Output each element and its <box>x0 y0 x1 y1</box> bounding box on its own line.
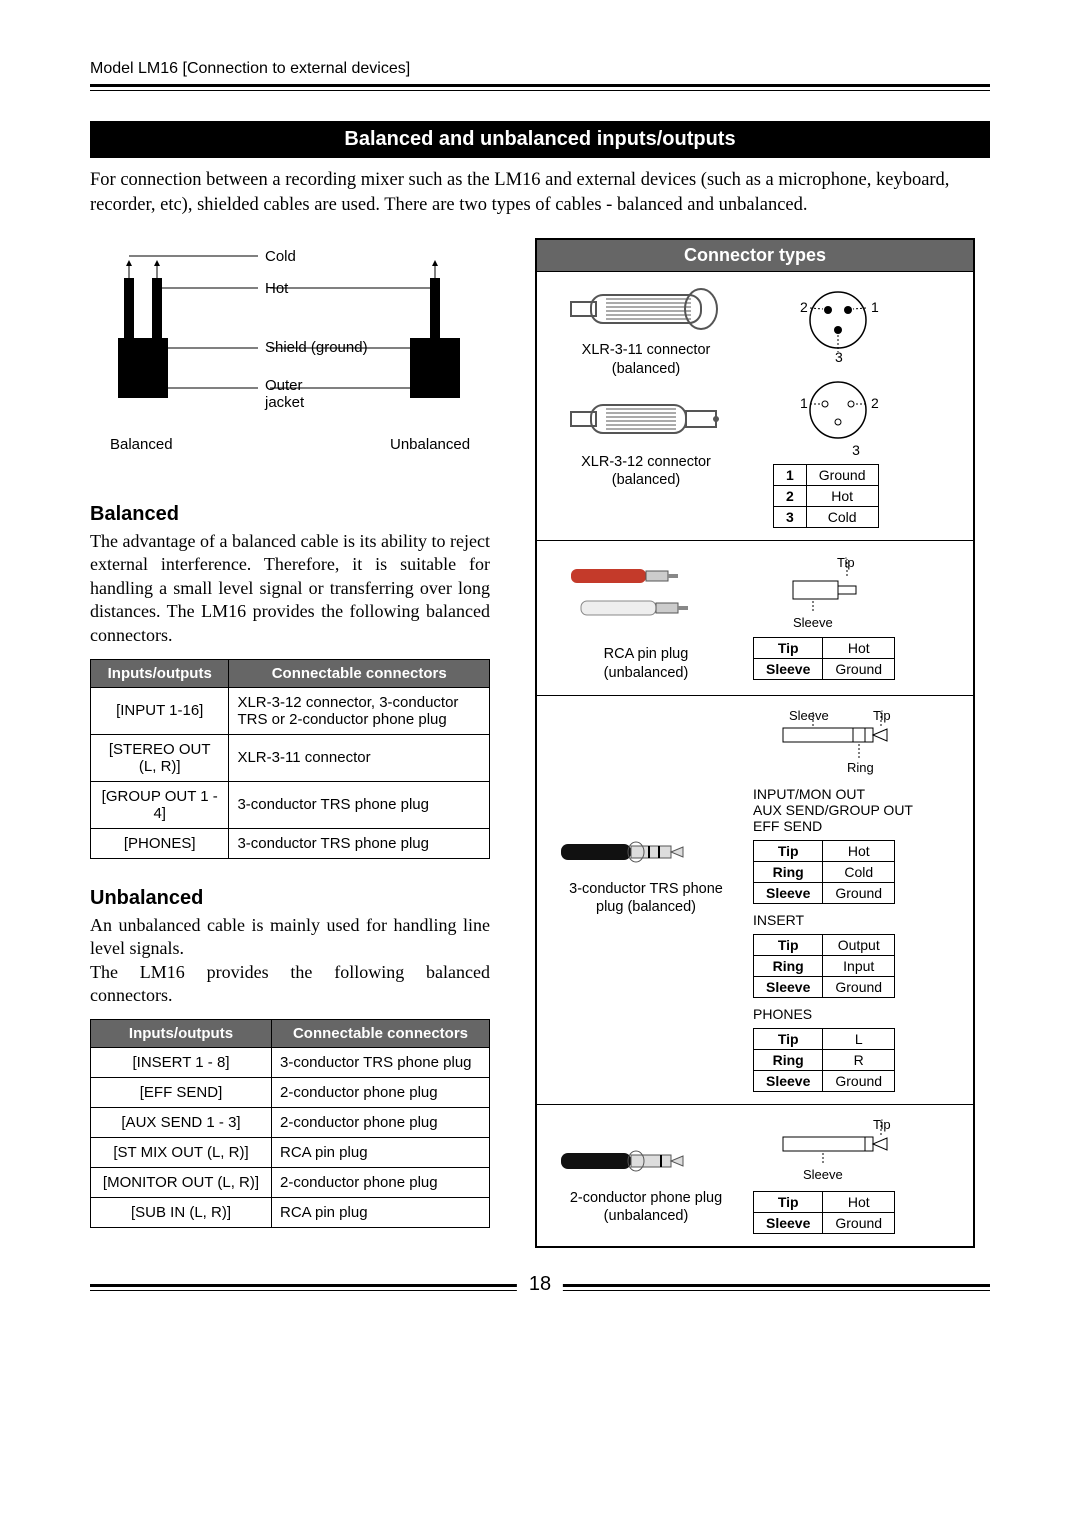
label-hot: Hot <box>265 280 288 297</box>
ts-diagram <box>753 1115 943 1173</box>
unbalanced-body1: An unbalanced cable is mainly used for h… <box>90 914 490 961</box>
left-column: Cold Hot Shield (ground) Outer jacket Ba… <box>90 238 490 1257</box>
ts-sleeve-label: Sleeve <box>803 1167 843 1182</box>
ts-icon <box>551 1135 731 1185</box>
main-title: Balanced and unbalanced inputs/outputs <box>90 121 990 158</box>
svg-text:2: 2 <box>800 299 808 315</box>
page-header: Model LM16 [Connection to external devic… <box>90 60 990 78</box>
table-row: [STEREO OUT (L, R)]XLR-3-11 connector <box>91 734 490 781</box>
label-unbalanced-cable: Unbalanced <box>390 436 470 453</box>
table-row: [GROUP OUT 1 - 4]3-conductor TRS phone p… <box>91 781 490 828</box>
xlr-pin-table: 1Ground 2Hot 3Cold <box>773 464 879 528</box>
balanced-table-h1: Inputs/outputs <box>91 659 229 687</box>
balanced-heading: Balanced <box>90 503 490 526</box>
trs-diagram <box>753 706 943 766</box>
trs-group1-table: TipHot RingCold SleeveGround <box>753 840 895 904</box>
trs-group3-table: TipL RingR SleeveGround <box>753 1028 895 1092</box>
xlr-12-icon <box>551 389 731 449</box>
xlr12-label2: (balanced) <box>612 472 681 488</box>
unbalanced-table: Inputs/outputs Connectable connectors [I… <box>90 1019 490 1228</box>
connector-types-box: Connector types <box>535 238 975 1248</box>
table-row: [SUB IN (L, R)]RCA pin plug <box>91 1198 490 1228</box>
xlr12-label1: XLR-3-12 connector <box>581 454 711 470</box>
ts-label2: (unbalanced) <box>604 1208 689 1224</box>
trs-tip-label: Tip <box>873 708 891 723</box>
label-jacket: jacket <box>265 394 304 411</box>
svg-text:1: 1 <box>800 395 808 411</box>
ts-tip-label: Tip <box>873 1117 891 1132</box>
ts-table: TipHot SleeveGround <box>753 1191 895 1234</box>
trs-section: 3-conductor TRS phone plug (balanced) <box>537 695 973 1104</box>
trs-label2: plug (balanced) <box>596 899 696 915</box>
table-row: [PHONES]3-conductor TRS phone plug <box>91 828 490 858</box>
table-row: [INSERT 1 - 8]3-conductor TRS phone plug <box>91 1048 490 1078</box>
unbalanced-table-h1: Inputs/outputs <box>91 1020 272 1048</box>
table-row: [INPUT 1-16]XLR-3-12 connector, 3-conduc… <box>91 687 490 734</box>
table-row: [AUX SEND 1 - 3]2-conductor phone plug <box>91 1108 490 1138</box>
intro-paragraph: For connection between a recording mixer… <box>90 168 990 218</box>
cable-diagram: Cold Hot Shield (ground) Outer jacket Ba… <box>90 238 490 503</box>
page-number: 18 <box>517 1273 563 1296</box>
xlr-pin3-label: 3 <box>753 442 959 458</box>
trs-group1-heading: INPUT/MON OUT AUX SEND/GROUP OUT EFF SEN… <box>753 786 959 834</box>
svg-text:1: 1 <box>871 299 879 315</box>
ts-section: 2-conductor phone plug (unbalanced) <box>537 1104 973 1246</box>
rca-label2: (unbalanced) <box>604 665 689 681</box>
label-balanced-cable: Balanced <box>110 436 173 453</box>
top-rule <box>90 84 990 91</box>
label-cold: Cold <box>265 248 296 265</box>
label-outer: Outer <box>265 377 303 394</box>
rca-label1: RCA pin plug <box>604 646 689 662</box>
svg-text:3: 3 <box>835 349 843 365</box>
rca-sleeve-label: Sleeve <box>793 615 833 630</box>
xlr11-label2: (balanced) <box>612 361 681 377</box>
ts-label1: 2-conductor phone plug <box>570 1190 722 1206</box>
trs-group3-heading: PHONES <box>753 1006 959 1022</box>
balanced-table-h2: Connectable connectors <box>229 659 490 687</box>
right-column: Connector types <box>535 238 975 1257</box>
unbalanced-body2: The LM16 provides the following balanced… <box>90 961 490 1008</box>
trs-label1: 3-conductor TRS phone <box>569 881 723 897</box>
connector-types-title: Connector types <box>537 240 973 271</box>
table-row: [ST MIX OUT (L, R)]RCA pin plug <box>91 1138 490 1168</box>
rca-table: TipHot SleeveGround <box>753 637 895 680</box>
label-shield: Shield (ground) <box>265 339 368 356</box>
xlr-pin-diagram: 2 1 3 1 2 <box>753 282 923 442</box>
trs-sleeve-label: Sleeve <box>789 708 829 723</box>
trs-ring-label: Ring <box>847 760 874 775</box>
rca-tip-label: Tip <box>837 555 855 570</box>
footer-rule: 18 <box>90 1284 990 1291</box>
xlr11-label1: XLR-3-11 connector <box>582 342 711 358</box>
xlr-section: XLR-3-11 connector (balanced) <box>537 271 973 540</box>
balanced-table: Inputs/outputs Connectable connectors [I… <box>90 659 490 859</box>
xlr-11-icon <box>551 282 731 337</box>
table-row: [EFF SEND]2-conductor phone plug <box>91 1078 490 1108</box>
svg-text:2: 2 <box>871 395 879 411</box>
balanced-body: The advantage of a balanced cable is its… <box>90 530 490 647</box>
table-row: [MONITOR OUT (L, R)]2-conductor phone pl… <box>91 1168 490 1198</box>
trs-group2-heading: INSERT <box>753 912 959 928</box>
trs-group2-table: TipOutput RingInput SleeveGround <box>753 934 895 998</box>
rca-icon <box>551 551 731 641</box>
rca-section: RCA pin plug (unbalanced) Tip <box>537 540 973 695</box>
unbalanced-table-h2: Connectable connectors <box>271 1020 489 1048</box>
unbalanced-heading: Unbalanced <box>90 887 490 910</box>
trs-icon <box>551 826 731 876</box>
